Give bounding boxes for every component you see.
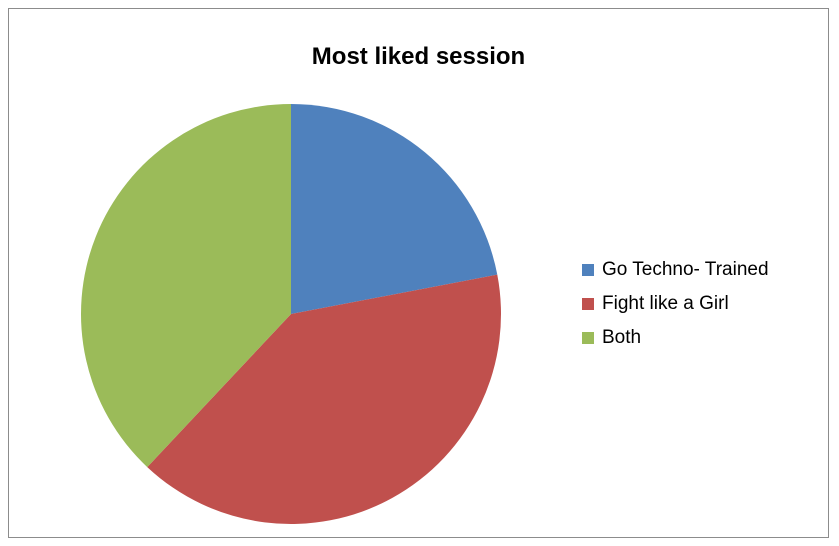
legend-swatch (582, 298, 594, 310)
chart-area: Most liked session Go Techno- Trained Fi… (8, 8, 829, 538)
pie-chart (81, 103, 501, 524)
legend-label: Both (602, 327, 642, 348)
legend-swatch (582, 264, 594, 276)
pie-slice-go-techno-trained (291, 104, 498, 314)
legend-item-fight-like-a-girl: Fight like a Girl (582, 287, 769, 321)
pie-slice-fight-like-a-girl (147, 274, 501, 524)
legend-label: Fight like a Girl (602, 293, 729, 314)
pie-slice-both (81, 103, 291, 468)
legend-swatch (582, 332, 594, 344)
chart-title: Most liked session (311, 43, 526, 70)
legend-item-go-techno-trained: Go Techno- Trained (582, 253, 769, 287)
legend-label: Go Techno- Trained (602, 259, 769, 280)
pie-slices (81, 103, 501, 524)
legend: Go Techno- Trained Fight like a Girl Bot… (582, 253, 769, 355)
legend-item-both: Both (582, 321, 769, 355)
